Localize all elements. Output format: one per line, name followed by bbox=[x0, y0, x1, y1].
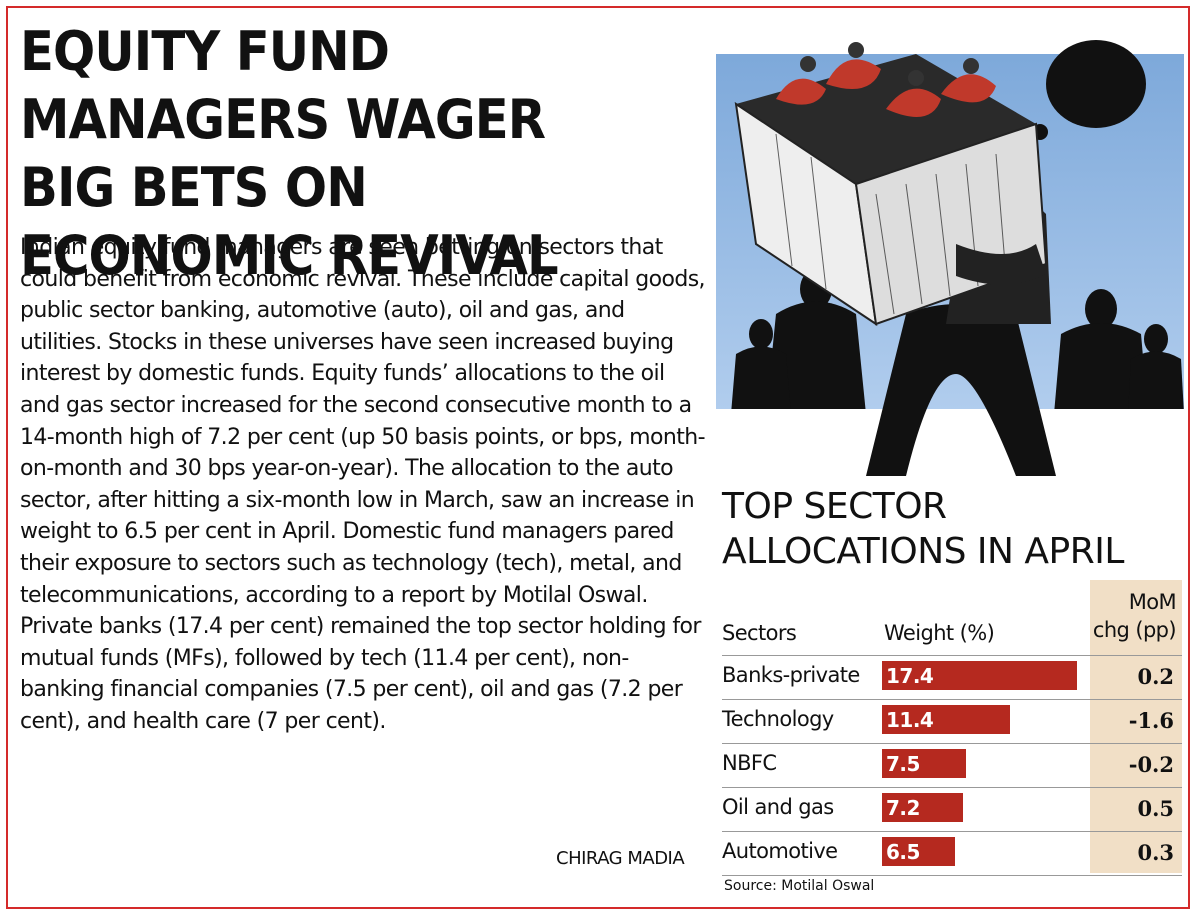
weight-value-label: 17.4 bbox=[886, 664, 934, 688]
chart-title: TOP SECTOR ALLOCATIONS IN APRIL bbox=[722, 486, 1124, 572]
weight-bar bbox=[882, 749, 966, 778]
thought-bubble-icon bbox=[1046, 40, 1146, 128]
mom-change-value: 0.2 bbox=[1137, 664, 1174, 689]
sector-label: NBFC bbox=[722, 751, 777, 775]
sectors-column-header: Sectors bbox=[722, 621, 797, 645]
chart-source: Source: Motilal Oswal bbox=[724, 878, 875, 894]
row-divider bbox=[722, 875, 1182, 876]
row-divider bbox=[722, 743, 1182, 744]
headline: EQUITY FUND MANAGERS WAGER BIG BETS ON E… bbox=[20, 20, 559, 287]
sector-label: Automotive bbox=[722, 839, 838, 863]
row-divider bbox=[722, 699, 1182, 700]
mom-change-value: 0.5 bbox=[1137, 796, 1174, 821]
weight-value-label: 7.2 bbox=[886, 796, 920, 820]
sector-label: Banks-private bbox=[722, 663, 860, 687]
sector-row: NBFC 7.5 -0.2 bbox=[722, 743, 1182, 786]
row-divider bbox=[722, 655, 1182, 656]
sector-label: Oil and gas bbox=[722, 795, 834, 819]
sector-row: Oil and gas 7.2 0.5 bbox=[722, 787, 1182, 830]
sector-row: Technology 11.4 -1.6 bbox=[722, 699, 1182, 742]
mom-change-value: -0.2 bbox=[1128, 752, 1174, 777]
weight-bar bbox=[882, 837, 955, 866]
businessman-carrying-box-of-money-bags-illustration bbox=[716, 14, 1184, 476]
sector-row: Banks-private 17.4 0.2 bbox=[722, 655, 1182, 698]
mom-column-background bbox=[1090, 580, 1182, 873]
article-body: Indian equity fund managers are seen bet… bbox=[20, 235, 706, 734]
mom-column-header: MoM chg (pp) bbox=[1092, 590, 1177, 642]
row-divider bbox=[722, 787, 1182, 788]
weight-bar bbox=[882, 705, 1010, 734]
mom-change-value: 0.3 bbox=[1137, 840, 1174, 865]
byline: CHIRAG MADIA bbox=[556, 848, 685, 869]
weight-value-label: 6.5 bbox=[886, 840, 920, 864]
weight-value-label: 11.4 bbox=[886, 708, 934, 732]
weight-bar bbox=[882, 793, 963, 822]
mom-change-value: -1.6 bbox=[1128, 708, 1174, 733]
sector-label: Technology bbox=[722, 707, 834, 731]
weight-value-label: 7.5 bbox=[886, 752, 920, 776]
sector-row: Automotive 6.5 0.3 bbox=[722, 831, 1182, 874]
weight-bar bbox=[882, 661, 1077, 690]
weight-column-header: Weight (%) bbox=[884, 621, 995, 645]
row-divider bbox=[722, 831, 1182, 832]
